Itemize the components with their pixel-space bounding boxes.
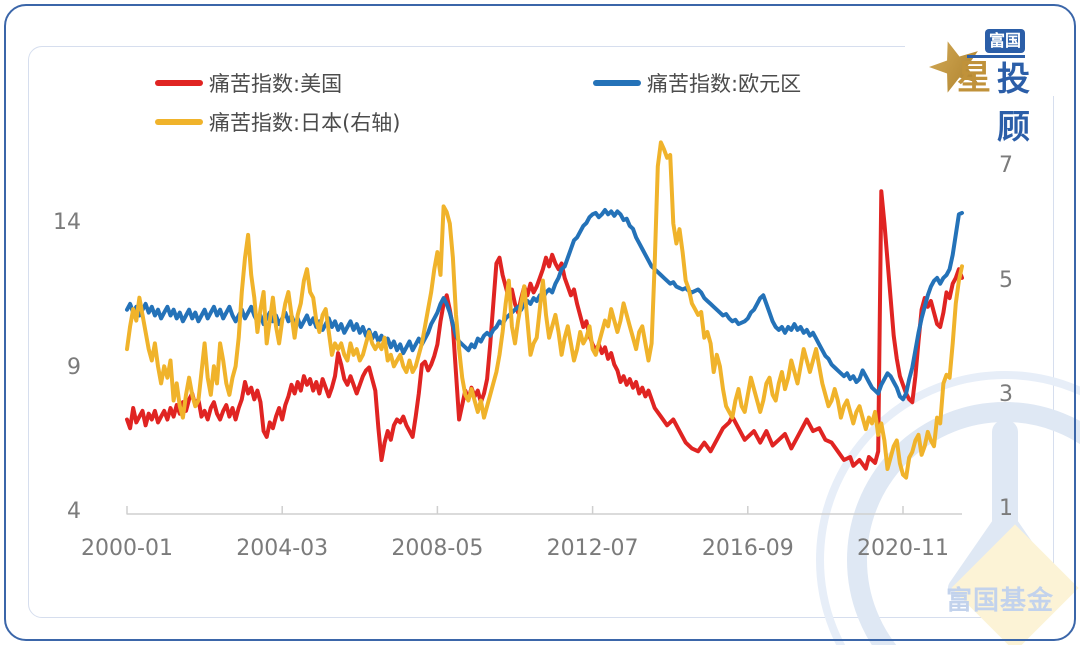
brand-logo: 星 富国 投顾: [905, 24, 1057, 146]
legend-item-japan[interactable]: 痛苦指数:日本(右轴): [155, 107, 400, 137]
logo-star-char: 星: [957, 58, 991, 98]
legend-label-us: 痛苦指数:美国: [209, 72, 343, 96]
japan-line-swatch: [155, 119, 203, 125]
star-icon: [928, 41, 978, 93]
line-series-2[interactable]: [125, 140, 964, 480]
line-series-0[interactable]: [125, 189, 964, 471]
inner-panel: [28, 46, 1054, 618]
series-lines[interactable]: [125, 140, 964, 480]
logo-brand-text: 投顾: [997, 59, 1031, 146]
eurozone-line-swatch: [593, 80, 641, 86]
x-axis: [126, 506, 962, 515]
legend-label-eurozone: 痛苦指数:欧元区: [647, 72, 802, 96]
us-line-swatch: [155, 80, 203, 86]
legend-label-japan: 痛苦指数:日本(右轴): [209, 111, 401, 135]
legend-item-us[interactable]: 痛苦指数:美国: [155, 68, 342, 98]
legend-item-eurozone[interactable]: 痛苦指数:欧元区: [593, 68, 801, 98]
watermark-text: 富国基金: [946, 586, 1055, 616]
logo-badge-underline-stroke: [967, 55, 1025, 58]
logo-badge: 富国: [985, 29, 1025, 53]
